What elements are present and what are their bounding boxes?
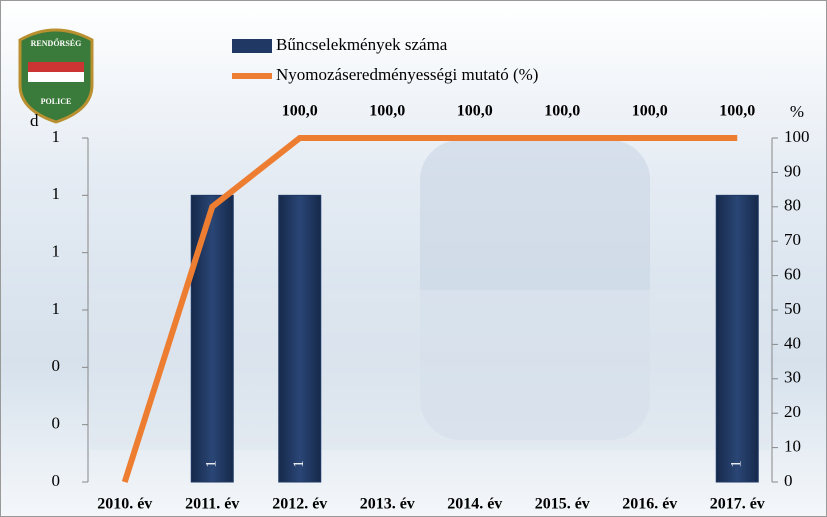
bar-label: 1 <box>204 460 220 468</box>
x-tick-label: 2014. év <box>447 496 502 513</box>
y-tick-label: 1 <box>52 184 61 203</box>
y2-tick-label: 80 <box>784 196 801 215</box>
y2-tick-label: 100 <box>784 127 810 146</box>
x-tick-label: 2016. év <box>622 496 677 513</box>
y2-tick-label: 40 <box>784 333 801 352</box>
y2-tick-label: 30 <box>784 368 801 387</box>
bar-label: 1 <box>729 460 745 468</box>
line-label: 100,0 <box>282 103 318 120</box>
y-tick-label: 1 <box>52 127 61 146</box>
line-label: 100,0 <box>719 103 755 120</box>
y2-tick-label: 90 <box>784 161 801 180</box>
y-axis-title: d <box>30 111 39 130</box>
x-tick-label: 2015. év <box>535 496 590 513</box>
x-tick-label: 2013. év <box>360 496 415 513</box>
logo-text: POLICE <box>41 97 72 106</box>
y-tick-label: 1 <box>52 299 61 318</box>
logo: RENDŐRSÉG POLICE <box>18 28 94 124</box>
line-label: 100,0 <box>632 103 668 120</box>
bar-label: 1 <box>291 460 307 468</box>
line-label: 100,0 <box>369 103 405 120</box>
y-tick-label: 0 <box>52 414 61 433</box>
y2-tick-label: 10 <box>784 437 801 456</box>
y2-tick-label: 20 <box>784 402 801 421</box>
y2-tick-label: 0 <box>784 471 793 490</box>
line-label: 100,0 <box>544 103 580 120</box>
y2-tick-label: 50 <box>784 299 801 318</box>
line <box>121 135 738 483</box>
bar <box>278 194 322 483</box>
bar <box>190 194 234 483</box>
bar <box>715 194 759 483</box>
legend-label: Bűncselekmények száma <box>276 35 448 54</box>
y2-tick-label: 60 <box>784 265 801 284</box>
x-tick-label: 2011. év <box>185 496 239 513</box>
legend-swatch <box>232 39 272 53</box>
x-tick-label: 2010. év <box>97 496 152 513</box>
y-tick-label: 0 <box>52 471 61 490</box>
logo-text: RENDŐRSÉG <box>31 38 82 48</box>
x-tick-label: 2017. év <box>710 496 765 513</box>
y2-tick-label: 70 <box>784 230 801 249</box>
y-tick-label: 0 <box>52 356 61 375</box>
y2-axis-title: % <box>790 102 804 121</box>
line-label: 100,0 <box>457 103 493 120</box>
y-tick-label: 1 <box>52 242 61 261</box>
x-tick-label: 2012. év <box>272 496 327 513</box>
legend-label: Nyomozáseredményességi mutató (%) <box>276 65 538 84</box>
